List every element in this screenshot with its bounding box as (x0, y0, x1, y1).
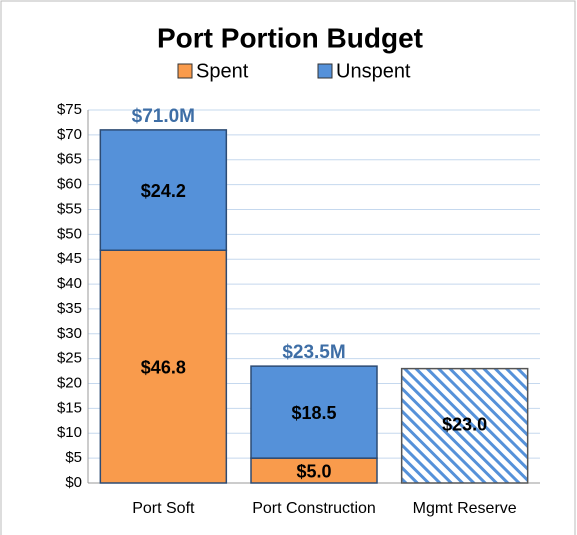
y-tick-label: $5 (65, 449, 82, 466)
data-label: $18.5 (291, 403, 336, 423)
data-label: $5.0 (296, 461, 331, 481)
bar-segment (250, 457, 378, 484)
data-label: $46.8 (141, 357, 186, 377)
total-label: $71.0M (132, 106, 195, 127)
y-tick-label: $75 (57, 101, 82, 118)
y-tick-label: $65 (57, 151, 82, 168)
y-tick-label: $55 (57, 200, 82, 217)
x-tick-label: Mgmt Reserve (413, 500, 517, 517)
y-tick-label: $60 (57, 176, 82, 193)
y-tick-label: $20 (57, 375, 82, 392)
x-tick-label: Port Soft (132, 500, 195, 517)
legend-label: Spent (196, 60, 249, 82)
legend-label: Unspent (336, 60, 411, 82)
total-label: $23.5M (282, 342, 345, 363)
y-tick-label: $10 (57, 424, 82, 441)
y-tick-label: $15 (57, 399, 82, 416)
y-tick-label: $40 (57, 275, 82, 292)
y-tick-label: $25 (57, 350, 82, 367)
data-label: $23.0 (442, 415, 487, 435)
bar-segment (99, 249, 228, 484)
y-tick-label: $30 (57, 325, 82, 342)
x-tick-label: Port Construction (252, 500, 376, 517)
y-tick-label: $35 (57, 300, 82, 317)
data-label: $24.2 (141, 181, 186, 201)
y-tick-label: $0 (65, 474, 82, 491)
bar-segment (250, 365, 378, 459)
chart-title: Port Portion Budget (157, 22, 423, 53)
bar-segment (99, 129, 228, 251)
y-tick-label: $45 (57, 250, 82, 267)
legend-swatch (317, 63, 333, 79)
reserve-bar (400, 367, 529, 484)
legend-swatch (177, 63, 193, 79)
y-tick-label: $50 (57, 225, 82, 242)
y-tick-label: $70 (57, 126, 82, 143)
